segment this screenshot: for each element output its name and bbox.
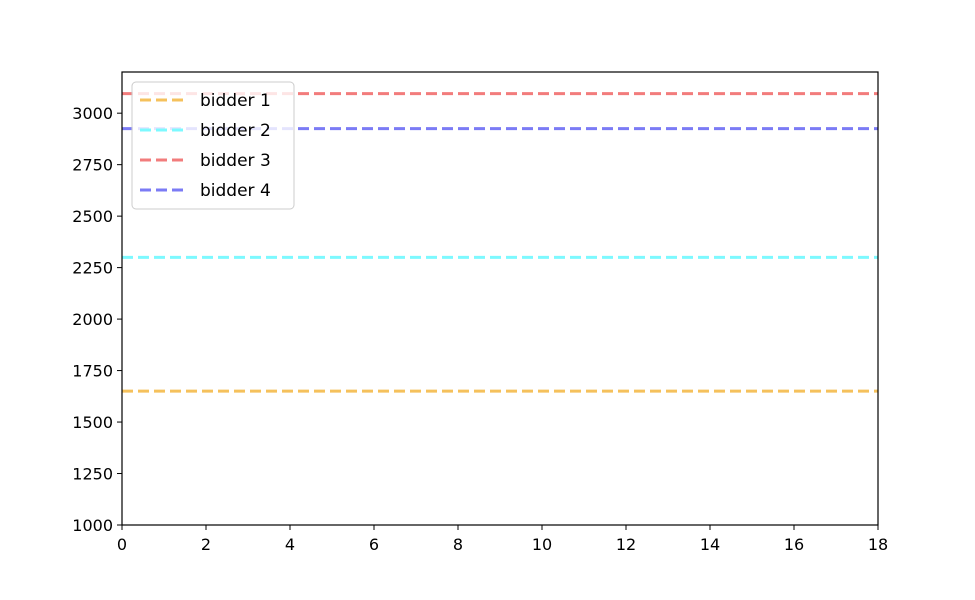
x-tick-label: 2 bbox=[201, 535, 211, 554]
x-tick-label: 0 bbox=[117, 535, 127, 554]
y-tick-label: 2250 bbox=[72, 259, 113, 278]
y-tick-label: 1000 bbox=[72, 516, 113, 535]
y-tick-label: 2500 bbox=[72, 207, 113, 226]
x-tick-label: 14 bbox=[700, 535, 720, 554]
y-tick-label: 1250 bbox=[72, 465, 113, 484]
legend-label-bidder-2: bidder 2 bbox=[200, 121, 271, 141]
y-tick-label: 1500 bbox=[72, 413, 113, 432]
y-tick-label: 3000 bbox=[72, 104, 113, 123]
x-tick-label: 8 bbox=[453, 535, 463, 554]
x-tick-label: 4 bbox=[285, 535, 295, 554]
legend-label-bidder-3: bidder 3 bbox=[200, 151, 271, 171]
x-tick-label: 12 bbox=[616, 535, 636, 554]
x-tick-label: 18 bbox=[868, 535, 888, 554]
x-tick-label: 16 bbox=[784, 535, 804, 554]
x-tick-label: 10 bbox=[532, 535, 552, 554]
legend-box bbox=[131, 81, 295, 210]
series-layer bbox=[122, 92, 878, 393]
legend: bidder 1 bidder 2 bidder 3 bidder 4 bbox=[131, 81, 295, 210]
axis-layer: 0 2 4 6 8 10 12 14 16 18 1000 1250 1500 1750 2000 2250 2… bbox=[72, 104, 888, 554]
y-tick-label: 2000 bbox=[72, 310, 113, 329]
plot-frame bbox=[121, 71, 879, 526]
y-tick-label: 1750 bbox=[72, 362, 113, 381]
x-tick-label: 6 bbox=[369, 535, 379, 554]
legend-label-bidder-4: bidder 4 bbox=[200, 181, 271, 201]
legend-label-bidder-1: bidder 1 bbox=[200, 91, 271, 111]
y-tick-label: 2750 bbox=[72, 156, 113, 175]
